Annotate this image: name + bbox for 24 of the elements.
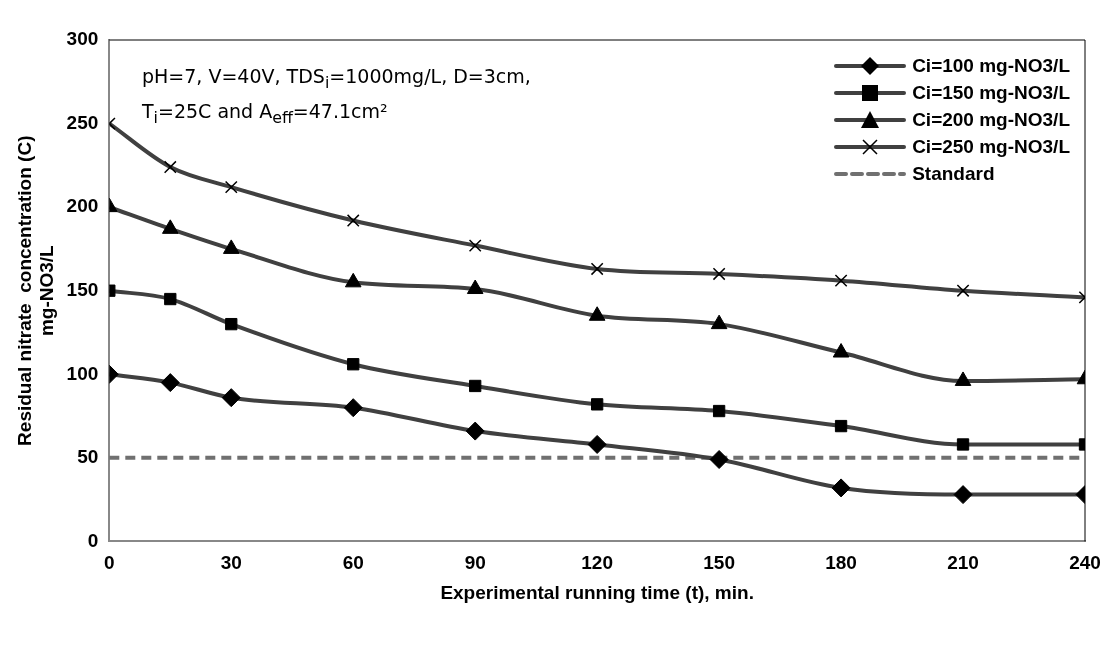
y-tick-label: 150 [66, 278, 99, 300]
y-tick-label: 100 [66, 362, 99, 384]
y-tick-label: 200 [66, 195, 99, 217]
y-tick-label: 50 [77, 446, 99, 468]
y-tick-label: 0 [87, 529, 99, 551]
x-tick-label: 60 [342, 552, 364, 574]
x-tick-label: 150 [703, 552, 735, 574]
legend-label: Ci=250 mg-NO3/L [912, 135, 1070, 158]
x-tick-label: 90 [464, 552, 486, 574]
x-tick-label: 0 [104, 552, 115, 574]
x-tick-label: 240 [1069, 552, 1101, 574]
y-tick-label: 250 [66, 111, 99, 133]
legend-label: Ci=200 mg-NO3/L [912, 108, 1070, 131]
legend-label: Ci=150 mg-NO3/L [912, 81, 1070, 104]
text: pH=7, V=40V, TDS$_{i}$=1000mg/L, D=3cm, T$_{i}$=25C and A$_{eff}$=47.1cm² [142, 65, 531, 127]
x-tick-label: 210 [947, 552, 979, 574]
y-tick-label: 300 [66, 28, 99, 50]
x-tick-label: 30 [220, 552, 242, 574]
x-tick-label: 120 [581, 552, 613, 574]
x-axis-title: Experimental running time (t), min. [440, 581, 754, 603]
legend-label: Standard [912, 162, 995, 185]
legend-label: Ci=100 mg-NO3/L [912, 54, 1070, 77]
y-axis-title: Residual nitrate concentration (C) mg-NO3/L [13, 135, 58, 446]
x-tick-label: 180 [825, 552, 857, 574]
